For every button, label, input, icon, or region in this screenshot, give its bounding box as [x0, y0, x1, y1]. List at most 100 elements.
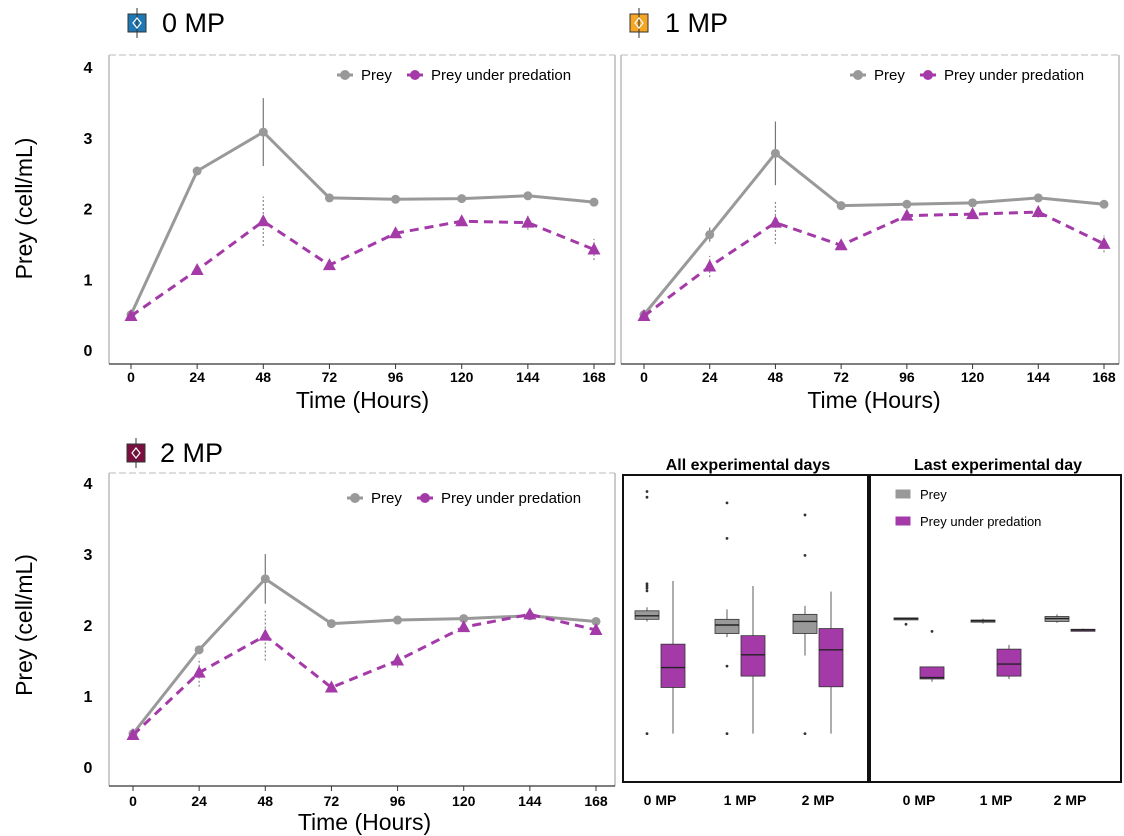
mp-legend-key-diamond	[131, 447, 141, 459]
legend-key-marker	[853, 70, 863, 80]
box-panel-title: Last experimental day	[914, 457, 1082, 474]
box-panel-title: All experimental days	[666, 457, 831, 474]
x-tick-label: 96	[388, 369, 404, 385]
x-tick-label: 2 MP	[802, 792, 835, 808]
data-point	[391, 194, 401, 204]
legend-key-marker	[410, 70, 420, 80]
legend-label: Prey	[874, 67, 905, 84]
data-point	[589, 622, 603, 635]
data-point	[703, 259, 717, 272]
data-point	[1099, 199, 1109, 209]
y-axis-label: Prey (cell/mL)	[11, 554, 37, 696]
mp-legend-key-diamond	[634, 17, 644, 29]
x-tick-label: 144	[518, 793, 542, 809]
box-outlier	[645, 589, 649, 593]
x-tick-label: 120	[450, 369, 474, 385]
legend-label: Prey under predation	[441, 490, 581, 507]
x-tick-label: 168	[584, 793, 608, 809]
box-outlier	[725, 664, 729, 668]
x-tick-label: 72	[322, 369, 338, 385]
data-point	[256, 214, 270, 227]
y-tick-label: 2	[84, 202, 93, 219]
series-line	[643, 210, 1105, 318]
box-iqr	[660, 643, 686, 688]
box-iqr	[996, 648, 1022, 677]
x-tick-label: 1 MP	[724, 792, 757, 808]
x-tick-label: 0 MP	[903, 792, 936, 808]
x-tick-label: 24	[702, 369, 718, 385]
legend-label: Prey under predation	[920, 514, 1041, 529]
x-tick-label: 0 MP	[644, 792, 677, 808]
data-point	[768, 215, 782, 228]
panel-title: 1 MP	[665, 8, 728, 38]
data-point	[1033, 193, 1043, 203]
box-panel-border	[869, 474, 1122, 783]
box-outlier	[725, 501, 729, 505]
data-point	[124, 309, 138, 322]
legend-label: Prey under predation	[944, 67, 1084, 84]
data-point	[194, 645, 204, 655]
y-tick-label: 4	[84, 60, 93, 77]
mp-legend-key-diamond	[132, 17, 142, 29]
data-point	[966, 207, 980, 220]
x-tick-label: 72	[324, 793, 340, 809]
x-tick-label: 48	[257, 793, 273, 809]
box-outlier	[803, 513, 807, 517]
data-point	[455, 214, 469, 227]
box-outlier	[725, 536, 729, 540]
data-point	[260, 574, 270, 584]
box-iqr	[714, 618, 740, 634]
box-outlier	[930, 629, 934, 633]
box-iqr	[792, 613, 818, 634]
data-point	[591, 616, 601, 626]
data-point	[322, 258, 336, 271]
x-tick-label: 24	[191, 793, 207, 809]
x-axis-label: Time (Hours)	[807, 387, 940, 413]
panel-title: 2 MP	[160, 438, 223, 468]
legend-key-marker	[350, 493, 360, 503]
series-line	[130, 219, 595, 318]
y-axis-label: Prey (cell/mL)	[11, 138, 37, 280]
legend-label: Prey under predation	[431, 67, 571, 84]
x-tick-label: 48	[255, 369, 271, 385]
data-point	[258, 127, 268, 137]
x-axis-label: Time (Hours)	[296, 387, 429, 413]
x-tick-label: 72	[833, 369, 849, 385]
legend-label: Prey	[920, 487, 947, 502]
data-point	[393, 615, 403, 625]
x-tick-label: 0	[127, 369, 135, 385]
data-point	[457, 194, 467, 204]
data-point	[523, 191, 533, 201]
box-panel-border	[622, 474, 869, 783]
box-outlier	[645, 495, 649, 499]
legend-key-marker	[923, 70, 933, 80]
chart-text: 0 MP 0 24 48 72 96 120 144 168 Time (Hours) 0 1 2 3 4 P…	[11, 8, 1116, 835]
x-tick-label: 144	[516, 369, 540, 385]
data-point	[1097, 236, 1111, 249]
x-tick-label: 0	[129, 793, 137, 809]
x-tick-label: 24	[189, 369, 205, 385]
x-axis-label: Time (Hours)	[298, 809, 431, 835]
data-point	[705, 230, 715, 240]
box-outlier	[803, 554, 807, 557]
series-line	[131, 577, 597, 735]
x-tick-label: 96	[390, 793, 406, 809]
x-tick-label: 120	[961, 369, 985, 385]
y-tick-label: 1	[84, 689, 93, 706]
data-point	[836, 201, 846, 211]
data-point	[968, 198, 978, 208]
legend-key-marker	[340, 70, 350, 80]
panel-frames	[108, 54, 1122, 787]
data-point	[589, 197, 599, 207]
data-point	[324, 680, 338, 693]
data-point	[834, 238, 848, 251]
legend-label: Prey	[371, 490, 402, 507]
y-tick-label: 0	[84, 343, 93, 360]
data-point	[190, 263, 204, 276]
box-iqr	[919, 666, 945, 680]
legend-label: Prey	[361, 67, 392, 84]
y-tick-label: 4	[84, 476, 93, 493]
box-iqr	[634, 610, 660, 620]
y-tick-label: 3	[84, 547, 93, 564]
